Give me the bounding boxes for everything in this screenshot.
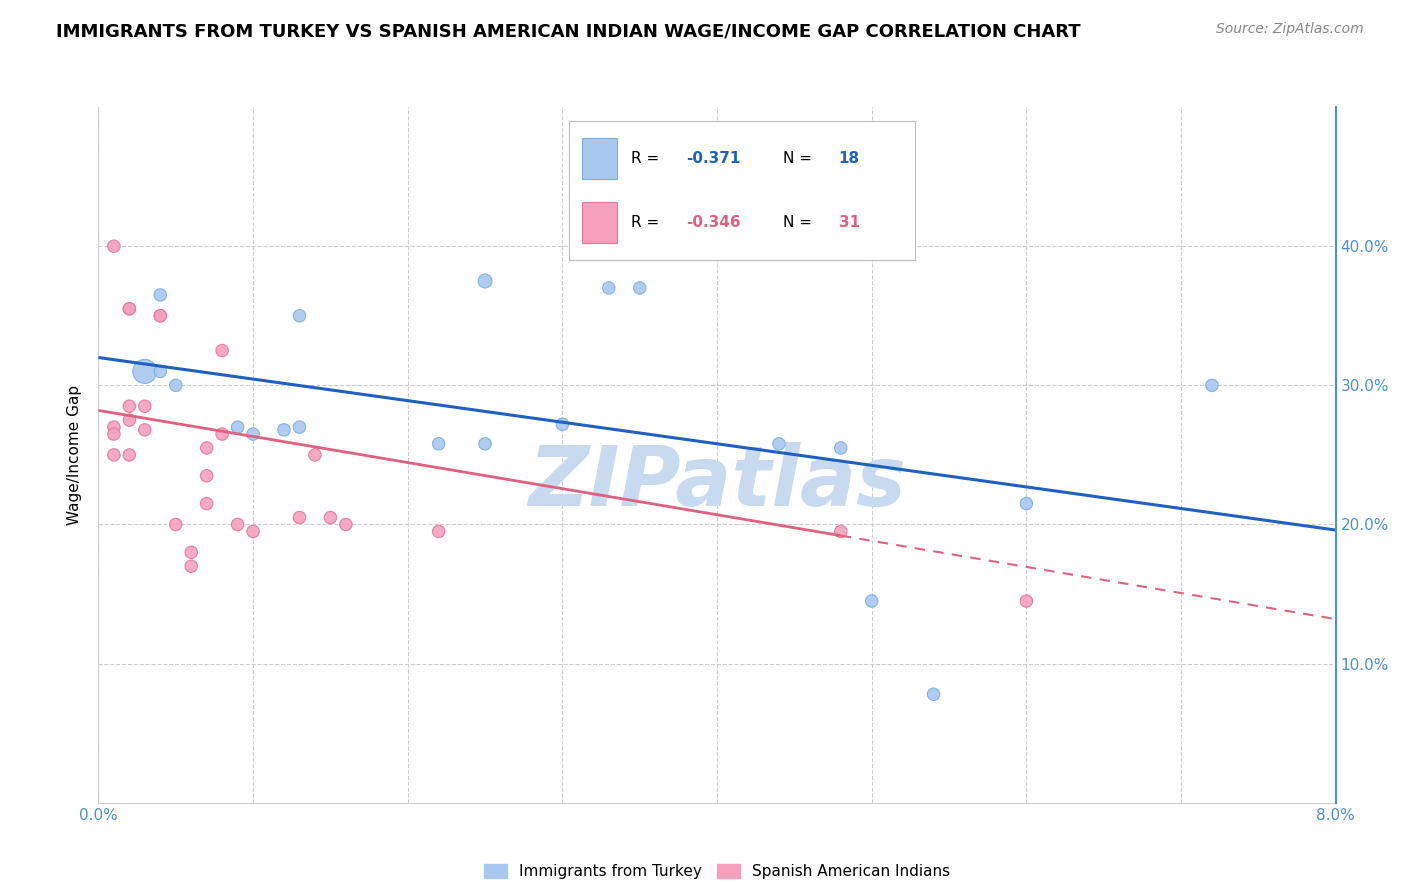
Point bbox=[103, 448, 125, 462]
Point bbox=[195, 468, 218, 483]
Point bbox=[118, 413, 141, 427]
Point bbox=[242, 427, 264, 442]
Point bbox=[195, 441, 218, 455]
Text: Source: ZipAtlas.com: Source: ZipAtlas.com bbox=[1216, 22, 1364, 37]
Point bbox=[288, 420, 311, 434]
Point bbox=[149, 309, 172, 323]
Point bbox=[226, 420, 249, 434]
Point bbox=[134, 423, 156, 437]
Point bbox=[134, 399, 156, 413]
Legend: Immigrants from Turkey, Spanish American Indians: Immigrants from Turkey, Spanish American… bbox=[478, 858, 956, 886]
Point bbox=[922, 687, 945, 701]
Point bbox=[288, 510, 311, 524]
Point bbox=[118, 301, 141, 316]
Point bbox=[149, 288, 172, 302]
Point bbox=[628, 281, 651, 295]
Text: IMMIGRANTS FROM TURKEY VS SPANISH AMERICAN INDIAN WAGE/INCOME GAP CORRELATION CH: IMMIGRANTS FROM TURKEY VS SPANISH AMERIC… bbox=[56, 22, 1081, 40]
Point bbox=[474, 274, 496, 288]
Point bbox=[118, 448, 141, 462]
Point bbox=[598, 281, 620, 295]
Point bbox=[180, 545, 202, 559]
Point bbox=[427, 524, 450, 539]
Point bbox=[211, 343, 233, 358]
Point bbox=[830, 441, 852, 455]
Point bbox=[304, 448, 326, 462]
Point bbox=[211, 427, 233, 442]
Point bbox=[860, 594, 883, 608]
Point bbox=[195, 497, 218, 511]
Point bbox=[1015, 594, 1038, 608]
Point bbox=[1015, 497, 1038, 511]
Point bbox=[768, 437, 790, 451]
Point bbox=[103, 239, 125, 253]
Point bbox=[180, 559, 202, 574]
Point bbox=[1201, 378, 1223, 392]
Point bbox=[288, 309, 311, 323]
Point bbox=[118, 301, 141, 316]
Point bbox=[427, 437, 450, 451]
Point bbox=[551, 417, 574, 432]
Point bbox=[103, 427, 125, 442]
Point bbox=[830, 524, 852, 539]
Point bbox=[103, 420, 125, 434]
Point bbox=[149, 364, 172, 378]
Y-axis label: Wage/Income Gap: Wage/Income Gap bbox=[67, 384, 83, 525]
Point bbox=[273, 423, 295, 437]
Point bbox=[226, 517, 249, 532]
Text: ZIPatlas: ZIPatlas bbox=[529, 442, 905, 524]
Point bbox=[165, 517, 187, 532]
Point bbox=[474, 437, 496, 451]
Point bbox=[134, 364, 156, 378]
Point bbox=[118, 399, 141, 413]
Point bbox=[165, 378, 187, 392]
Point bbox=[335, 517, 357, 532]
Point bbox=[242, 524, 264, 539]
Point bbox=[149, 309, 172, 323]
Point bbox=[319, 510, 342, 524]
